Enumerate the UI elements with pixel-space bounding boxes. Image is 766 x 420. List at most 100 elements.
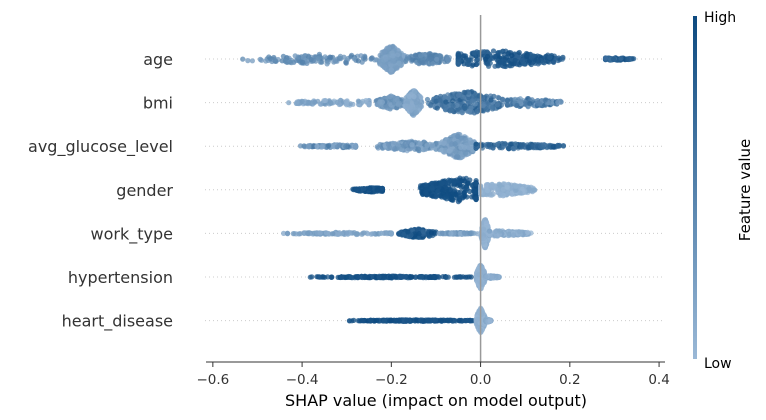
shap-point (282, 58, 288, 64)
shap-point (525, 144, 531, 150)
shap-point (461, 230, 467, 236)
shap-point (488, 274, 495, 280)
shap-point (353, 143, 359, 150)
shap-point (468, 105, 474, 111)
shap-point (426, 100, 432, 107)
shap-point (451, 178, 457, 184)
shap-point (379, 185, 385, 191)
shap-point (332, 58, 338, 64)
shap-point (430, 61, 436, 67)
shap-point (495, 50, 501, 56)
shap-point (466, 58, 472, 64)
shap-point (263, 58, 269, 64)
shap-point (405, 103, 411, 109)
shap-point (300, 59, 306, 65)
shap-point (437, 97, 443, 103)
shap-point (344, 274, 350, 280)
shap-point (305, 99, 311, 105)
shap-point (510, 232, 517, 238)
shap-point (455, 133, 461, 139)
shap-point (301, 143, 307, 149)
shap-point (516, 49, 522, 56)
shap-point (328, 100, 334, 106)
shap-point (470, 62, 476, 68)
shap-point (314, 143, 320, 149)
shap-point (459, 94, 466, 100)
shap-point (348, 274, 354, 281)
shap-point (401, 143, 407, 149)
shap-point (504, 184, 510, 190)
shap-point (362, 274, 368, 280)
shap-point (413, 100, 419, 106)
shap-point (542, 97, 548, 103)
shap-point (317, 59, 324, 65)
shap-point (258, 57, 265, 63)
shap-point (490, 104, 496, 110)
shap-point (355, 58, 361, 64)
shap-point (415, 226, 421, 232)
shap-point (491, 183, 497, 189)
shap-point (374, 144, 380, 150)
shap-point (444, 56, 451, 62)
shap-point (512, 57, 518, 64)
feature-row-work-type (281, 217, 534, 251)
shap-point (294, 99, 300, 105)
shap-point (419, 274, 425, 280)
shap-point (547, 54, 553, 61)
shap-point (502, 61, 508, 67)
shap-point (381, 48, 388, 55)
shap-point (409, 142, 415, 148)
shap-point (488, 97, 494, 103)
shap-point (412, 52, 418, 58)
shap-point (388, 67, 394, 73)
shap-point (512, 183, 519, 189)
shap-point (555, 99, 561, 105)
shap-point (355, 98, 361, 104)
shap-point (462, 105, 468, 111)
shap-point (439, 180, 445, 187)
shap-point (458, 144, 464, 150)
shap-point (378, 230, 384, 236)
shap-point (441, 140, 447, 146)
shap-point (388, 230, 394, 236)
shap-point (317, 101, 323, 107)
shap-point (502, 56, 508, 63)
shap-point (526, 186, 532, 192)
feature-row-hypertension (307, 262, 502, 292)
shap-point (463, 137, 469, 143)
shap-point (429, 143, 435, 149)
shap-point (308, 56, 314, 63)
shap-point (418, 53, 424, 59)
shap-point (433, 180, 439, 186)
shap-point (500, 143, 506, 150)
shap-point (404, 56, 410, 62)
shap-point (315, 55, 321, 62)
feature-row-age (240, 43, 637, 75)
shap-point (396, 60, 402, 66)
shap-point (461, 190, 467, 196)
shap-point (445, 92, 451, 98)
shap-point (393, 274, 399, 281)
shap-point (509, 52, 515, 59)
shap-point (377, 99, 383, 105)
shap-point (484, 53, 491, 60)
shap-point (338, 274, 344, 280)
shap-point (484, 49, 490, 55)
shap-point (427, 274, 433, 280)
shap-point (460, 183, 466, 189)
shap-point (327, 54, 333, 60)
shap-point (429, 185, 435, 191)
shap-point (555, 143, 561, 149)
shap-point (531, 187, 537, 193)
shap-point (312, 99, 318, 105)
shap-point (360, 98, 366, 104)
shap-point (481, 226, 487, 232)
shap-point (409, 102, 415, 108)
shap-point (447, 107, 454, 113)
shap-point (240, 56, 246, 62)
shap-point (296, 231, 302, 237)
shap-point (376, 274, 382, 280)
shap-point (420, 229, 426, 235)
shap-point (326, 143, 332, 149)
